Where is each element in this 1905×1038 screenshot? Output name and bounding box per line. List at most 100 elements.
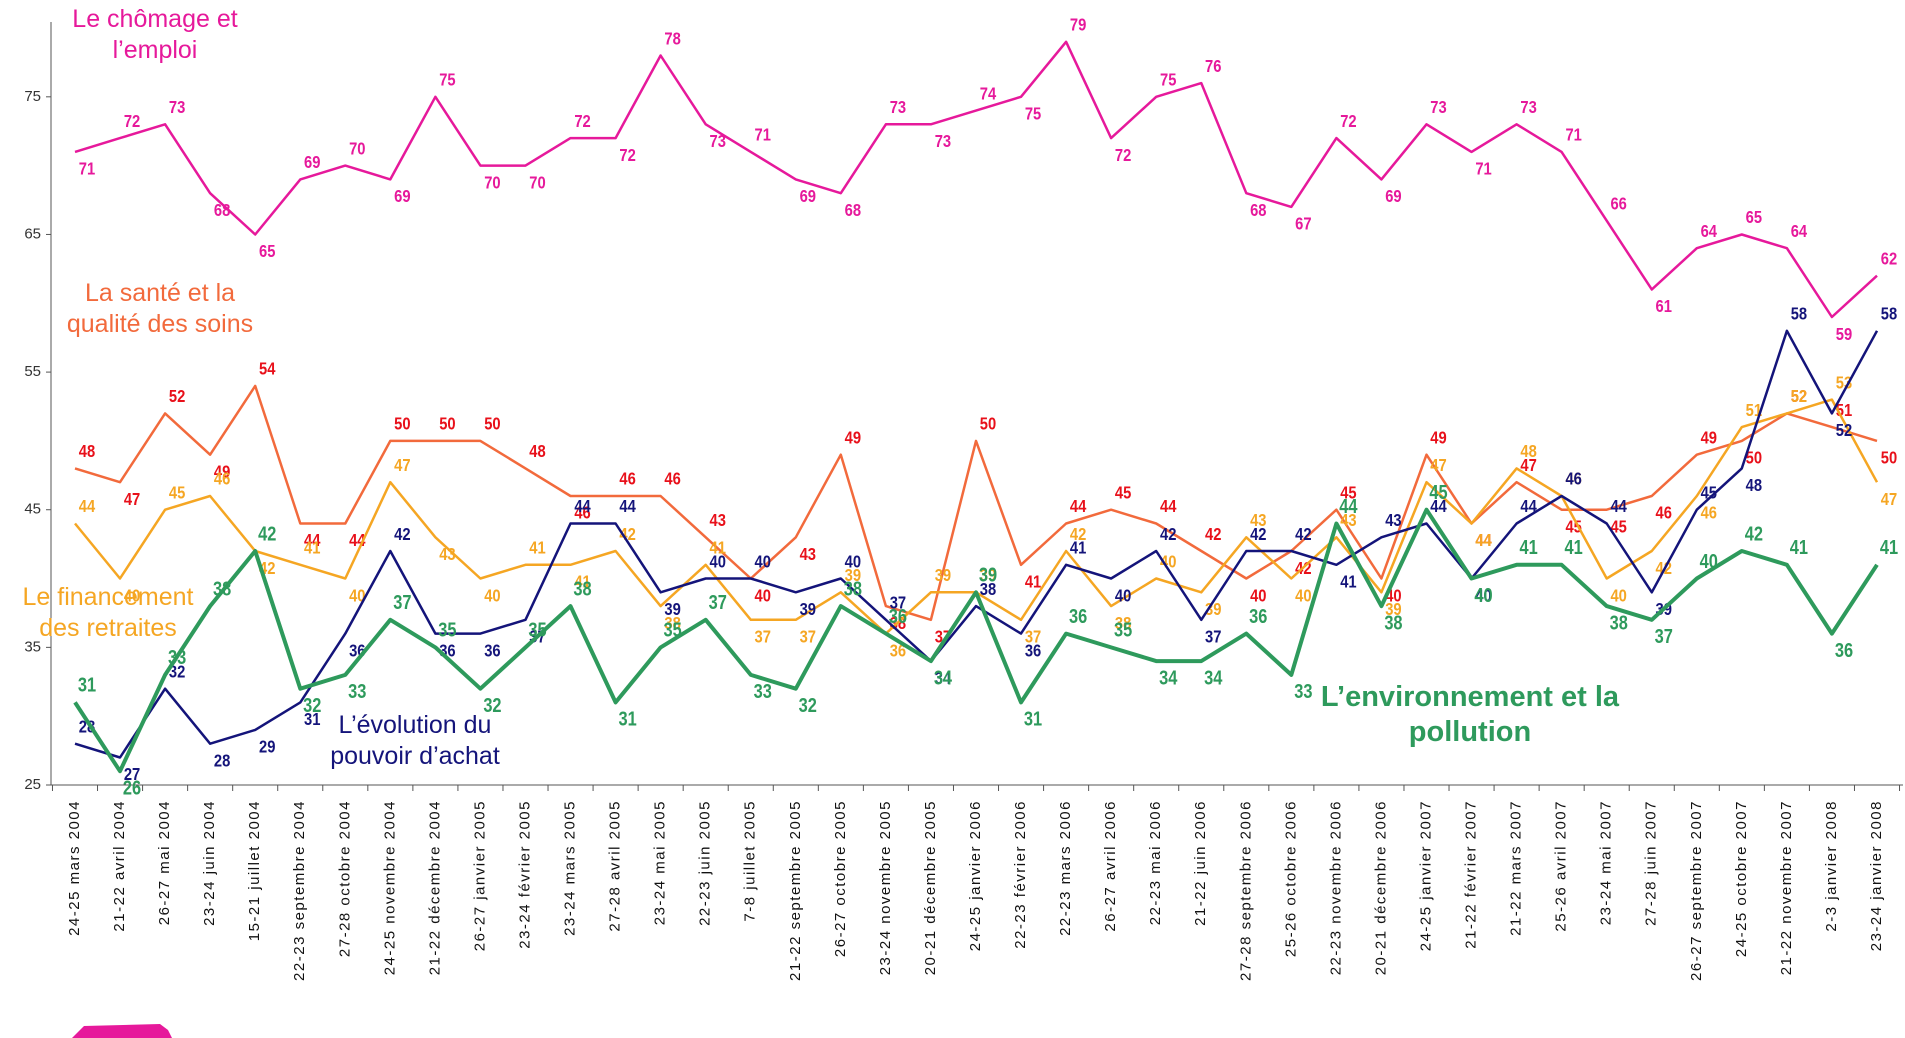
data-label: 38 — [1384, 611, 1402, 634]
y-tick-label: 65 — [24, 225, 41, 242]
data-label: 41 — [1070, 538, 1086, 558]
data-label: 36 — [890, 641, 906, 661]
data-label: 37 — [755, 627, 771, 647]
data-label: 45 — [169, 483, 185, 503]
data-label: 37 — [393, 591, 411, 614]
data-label: 69 — [304, 153, 320, 173]
data-label: 45 — [1429, 480, 1447, 503]
data-label: 43 — [800, 545, 816, 565]
data-label: 47 — [1430, 456, 1446, 476]
data-label: 41 — [1790, 535, 1808, 558]
data-label: 41 — [1025, 572, 1041, 592]
x-tick-label: 21-22 septembre 2005 — [787, 800, 804, 981]
data-label: 64 — [1791, 222, 1808, 242]
data-label: 42 — [1295, 524, 1311, 544]
data-label: 53 — [1836, 373, 1852, 393]
data-label: 40 — [1474, 583, 1492, 606]
data-label: 72 — [124, 112, 140, 132]
data-label: 34 — [934, 666, 953, 689]
data-label: 40 — [1700, 549, 1718, 572]
data-label: 39 — [845, 566, 861, 586]
x-tick-label: 20-21 décembre 2006 — [1372, 800, 1389, 975]
data-label: 32 — [169, 662, 185, 682]
data-label: 49 — [1430, 428, 1446, 448]
data-label: 42 — [1160, 524, 1176, 544]
series-name: L’environnement et la pollution — [1320, 681, 1620, 748]
data-label: 71 — [1475, 159, 1491, 179]
series-line — [74, 40, 1878, 319]
data-label: 40 — [1475, 586, 1491, 606]
data-label: 64 — [1701, 222, 1718, 242]
data-label: 71 — [755, 125, 771, 145]
x-tick-label: 22-23 mai 2006 — [1147, 800, 1164, 925]
data-label: 36 — [1249, 604, 1267, 627]
data-label: 54 — [259, 359, 276, 379]
data-label: 50 — [439, 414, 455, 434]
data-label: 44 — [1070, 497, 1087, 517]
data-label: 37 — [1025, 627, 1041, 647]
x-tick-label: 21-22 mars 2007 — [1508, 800, 1525, 936]
data-label: 46 — [214, 469, 230, 489]
series-name: L’évolution du pouvoir d’achat — [330, 711, 500, 770]
data-label: 75 — [1025, 104, 1041, 124]
data-label: 61 — [1656, 297, 1672, 317]
x-tick-label: 25-26 avril 2007 — [1553, 800, 1570, 932]
data-label: 66 — [1610, 194, 1626, 214]
data-label: 70 — [349, 139, 365, 159]
data-label: 72 — [619, 146, 635, 166]
data-label: 44 — [1430, 497, 1447, 517]
data-label: 42 — [394, 524, 410, 544]
data-label: 46 — [1565, 469, 1581, 489]
data-label: 26 — [123, 776, 141, 799]
data-label: 62 — [1881, 249, 1897, 269]
data-label: 43 — [439, 545, 455, 565]
data-label: 52 — [1791, 387, 1807, 407]
series-line — [74, 398, 1879, 635]
data-label: 41 — [304, 538, 320, 558]
data-label: 32 — [483, 693, 501, 716]
data-label: 40 — [1610, 586, 1626, 606]
data-label: 69 — [1385, 187, 1401, 207]
data-label: 41 — [1880, 535, 1898, 558]
x-tick-label: 23-24 novembre 2005 — [877, 800, 894, 975]
data-label: 49 — [845, 428, 861, 448]
data-label: 31 — [78, 673, 96, 696]
x-tick-label: 23-24 février 2005 — [516, 800, 533, 949]
data-label: 32 — [799, 693, 817, 716]
data-label: 46 — [1656, 503, 1672, 523]
data-label: 41 — [529, 538, 545, 558]
series-name: La santé et la qualité des soins — [66, 279, 254, 338]
data-label: 59 — [1836, 324, 1852, 344]
data-label: 44 — [1520, 497, 1537, 517]
data-label: 36 — [1025, 641, 1041, 661]
data-label: 27 — [124, 765, 140, 785]
data-label: 46 — [574, 503, 590, 523]
data-label: 67 — [1295, 214, 1311, 234]
x-tick-label: 26-27 janvier 2005 — [471, 800, 488, 951]
data-label: 36 — [1835, 638, 1853, 661]
data-label: 39 — [980, 566, 996, 586]
x-tick-label: 24-25 novembre 2004 — [381, 800, 398, 975]
data-label: 39 — [979, 563, 997, 586]
data-label: 38 — [1115, 614, 1131, 634]
data-label: 41 — [1340, 572, 1356, 592]
data-label: 40 — [755, 586, 771, 606]
data-label: 36 — [484, 641, 500, 661]
data-label: 44 — [1610, 497, 1627, 517]
data-label: 48 — [1520, 442, 1536, 462]
data-label: 46 — [1701, 503, 1717, 523]
data-label: 41 — [574, 572, 590, 592]
data-label: 46 — [1565, 469, 1581, 489]
x-tick-label: 26-27 avril 2006 — [1102, 800, 1119, 932]
data-label: 39 — [800, 600, 816, 620]
data-label: 43 — [1385, 511, 1401, 531]
data-label: 74 — [980, 84, 997, 104]
x-tick-label: 26-27 mai 2004 — [156, 800, 173, 925]
data-label: 73 — [709, 132, 725, 152]
data-label: 35 — [438, 618, 456, 641]
data-label: 45 — [1610, 517, 1626, 537]
data-label: 73 — [890, 98, 906, 118]
data-label: 39 — [935, 566, 951, 586]
x-tick-label: 26-27 septembre 2007 — [1688, 800, 1705, 981]
data-label: 52 — [1791, 387, 1807, 407]
